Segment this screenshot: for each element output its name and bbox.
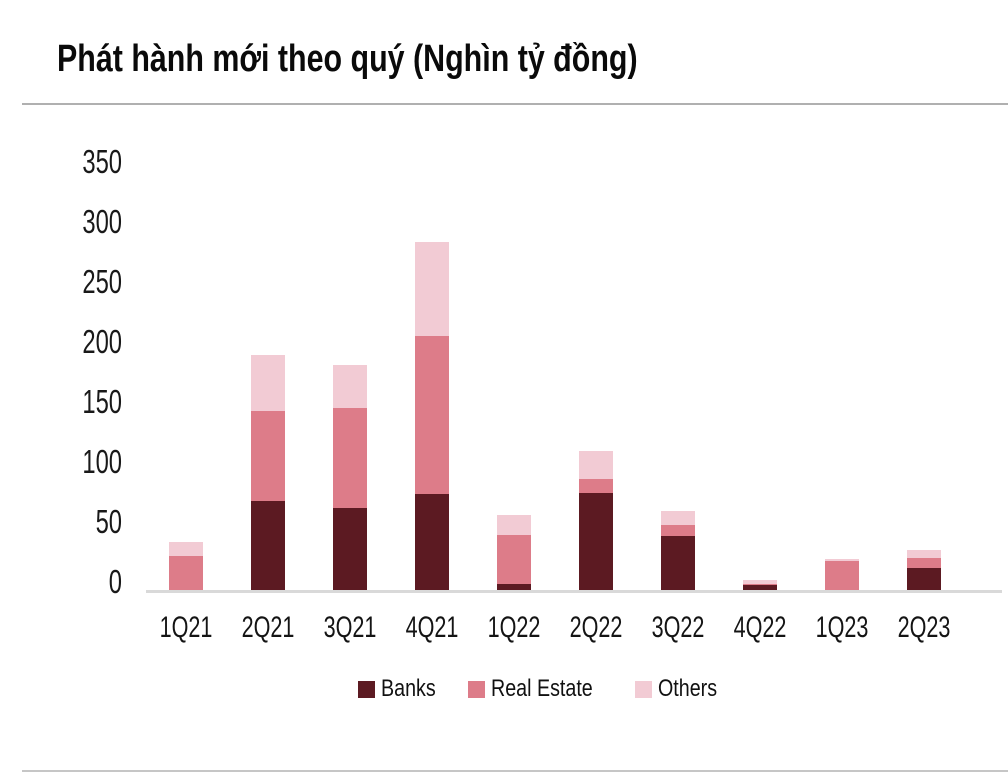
legend-label-real-estate: Real Estate	[490, 675, 593, 702]
bar-segment-real-estate-3q21	[333, 408, 367, 508]
x-axis-tick-label-2q21: 2Q21	[241, 611, 295, 644]
legend-swatch-real-estate	[467, 680, 485, 698]
legend-item-real-estate: Real Estate	[467, 675, 615, 703]
bar-segment-banks-3q21	[333, 508, 367, 590]
y-axis-tick-label-350: 350	[82, 143, 122, 180]
bar-segment-others-4q21	[415, 242, 449, 336]
bar-segment-banks-1q22	[497, 584, 531, 590]
x-axis-tick-label-4q22: 4Q22	[733, 611, 787, 644]
legend-swatch-others	[634, 680, 652, 698]
bar-segment-real-estate-4q22	[743, 584, 777, 585]
bar-segment-real-estate-1q22	[497, 535, 531, 584]
legend-label-banks: Banks	[381, 675, 436, 702]
x-axis-tick-label-4q21: 4Q21	[405, 611, 459, 644]
bar-segment-banks-3q22	[661, 536, 695, 590]
title-divider	[22, 103, 1008, 105]
y-axis-tick-label-300: 300	[82, 203, 122, 240]
bar-segment-others-3q22	[661, 511, 695, 525]
bar-segment-others-2q23	[907, 550, 941, 558]
y-axis-tick-label-250: 250	[82, 263, 122, 300]
x-axis-tick-label-3q22: 3Q22	[651, 611, 705, 644]
legend-label-others: Others	[657, 675, 717, 702]
bar-segment-real-estate-1q21	[169, 556, 203, 590]
bar-segment-others-4q22	[743, 580, 777, 584]
y-axis-tick-label-0: 0	[108, 563, 122, 600]
bar-segment-others-2q22	[579, 451, 613, 479]
legend-swatch-banks	[358, 680, 376, 698]
bar-segment-banks-2q23	[907, 568, 941, 590]
x-axis-tick-label-1q21: 1Q21	[159, 611, 213, 644]
bar-segment-banks-2q22	[579, 493, 613, 590]
x-axis-tick-label-3q21: 3Q21	[323, 611, 377, 644]
x-axis-tick-label-1q23: 1Q23	[815, 611, 869, 644]
bar-segment-real-estate-2q21	[251, 411, 285, 501]
chart-title: Phát hành mới theo quý (Nghìn tỷ đồng)	[57, 38, 638, 80]
bar-segment-others-3q21	[333, 365, 367, 408]
bar-segment-banks-4q21	[415, 494, 449, 590]
bar-segment-real-estate-1q23	[825, 561, 859, 590]
bar-segment-banks-4q22	[743, 585, 777, 590]
x-axis-tick-label-2q23: 2Q23	[897, 611, 951, 644]
x-axis-line	[146, 590, 1002, 593]
legend-item-others: Others	[634, 675, 730, 703]
bar-segment-others-1q21	[169, 542, 203, 556]
bar-segment-others-1q23	[825, 559, 859, 561]
bar-segment-real-estate-3q22	[661, 525, 695, 536]
x-axis-tick-label-1q22: 1Q22	[487, 611, 541, 644]
y-axis-tick-label-50: 50	[95, 503, 122, 540]
bar-segment-banks-2q21	[251, 501, 285, 590]
bar-segment-others-1q22	[497, 515, 531, 535]
x-axis-tick-label-2q22: 2Q22	[569, 611, 623, 644]
legend-item-banks: Banks	[358, 675, 448, 703]
bar-segment-real-estate-2q22	[579, 479, 613, 493]
y-axis-tick-label-200: 200	[82, 323, 122, 360]
bar-segment-real-estate-4q21	[415, 336, 449, 494]
bar-segment-real-estate-2q23	[907, 558, 941, 568]
y-axis-tick-label-100: 100	[82, 443, 122, 480]
legend: Banks Real Estate Others	[90, 674, 998, 704]
bar-segment-others-2q21	[251, 355, 285, 411]
y-axis-tick-label-150: 150	[82, 383, 122, 420]
bottom-divider	[22, 770, 1008, 772]
